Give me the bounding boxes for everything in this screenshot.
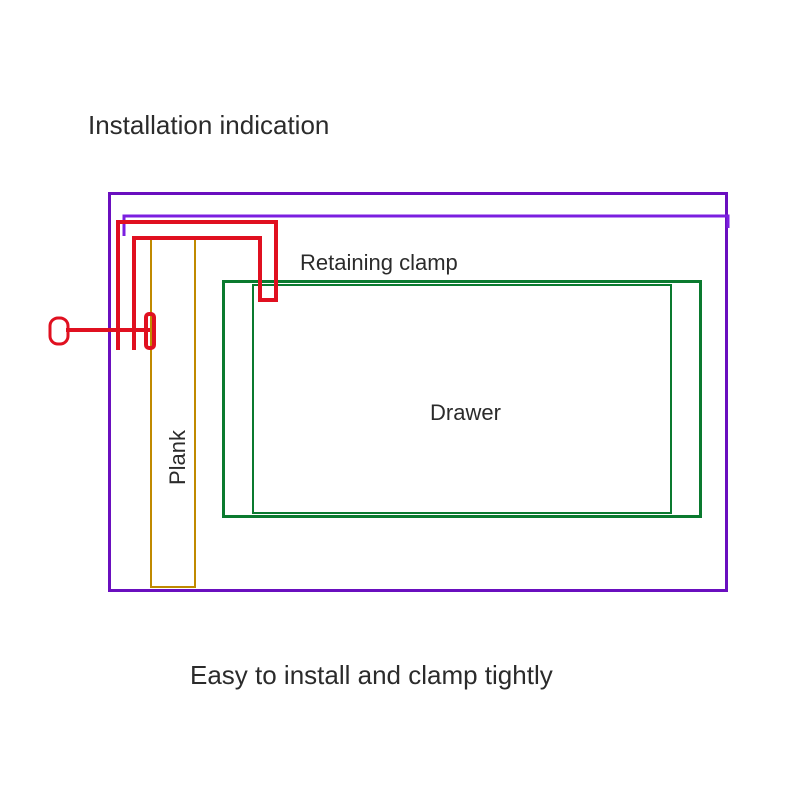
drawer-label: Drawer <box>430 400 501 426</box>
diagram-stage: Installation indication Retaining clamp … <box>0 0 800 800</box>
diagram-caption: Easy to install and clamp tightly <box>190 660 553 691</box>
retaining-clamp-label: Retaining clamp <box>300 250 458 276</box>
clamp-screw-cap <box>50 318 68 344</box>
plank-label: Plank <box>165 430 191 485</box>
